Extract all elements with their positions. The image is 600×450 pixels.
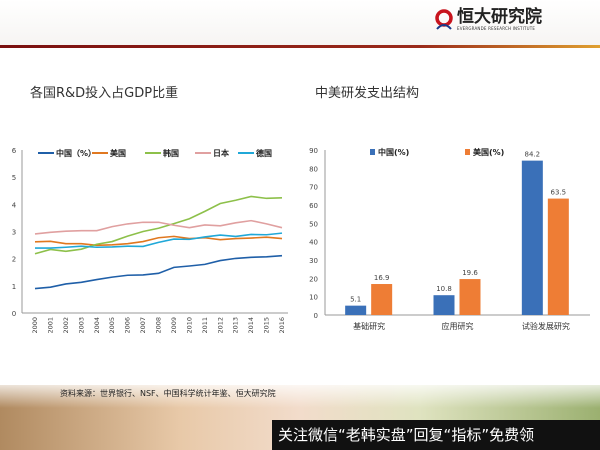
y-tick-label: 70 bbox=[309, 184, 318, 192]
source-note: 资料来源：世界银行、NSF、中国科学统计年鉴、恒大研究院 bbox=[60, 389, 276, 398]
x-tick-label: 2005 bbox=[108, 317, 116, 334]
series-line-3 bbox=[34, 219, 283, 235]
logo-subtitle: EVERGRANDE RESEARCH INSTITUTE bbox=[457, 26, 536, 31]
bar-value-label: 5.1 bbox=[350, 296, 361, 304]
x-tick-label: 2004 bbox=[93, 317, 101, 334]
x-tick-label: 2011 bbox=[201, 317, 209, 334]
y-tick-label: 1 bbox=[12, 283, 16, 291]
y-tick-label: 5 bbox=[12, 174, 16, 182]
y-tick-label: 0 bbox=[314, 312, 318, 320]
x-tick-label: 2000 bbox=[31, 317, 39, 334]
x-tick-label: 2006 bbox=[124, 317, 132, 334]
footer-fade bbox=[0, 378, 600, 408]
legend-swatch bbox=[370, 149, 375, 155]
bar-0-1 bbox=[433, 295, 455, 315]
bar-value-label: 84.2 bbox=[525, 151, 541, 159]
x-tick-label: 2008 bbox=[155, 317, 163, 334]
x-category-label: 基础研究 bbox=[353, 321, 385, 331]
y-tick-label: 6 bbox=[12, 147, 17, 155]
logo-text: 恒大研究院 bbox=[457, 7, 542, 27]
y-tick-label: 20 bbox=[309, 275, 318, 283]
x-tick-label: 2014 bbox=[247, 317, 255, 334]
y-tick-label: 40 bbox=[309, 239, 318, 247]
legend-label: 中国（%） bbox=[56, 148, 96, 158]
x-tick-label: 2002 bbox=[62, 317, 70, 334]
logo: 恒大研究院 EVERGRANDE RESEARCH INSTITUTE bbox=[435, 8, 542, 31]
left-chart-title: 各国R&D投入占GDP比重 bbox=[30, 86, 179, 101]
legend-label: 美国 bbox=[110, 148, 126, 158]
legend-label: 韩国 bbox=[163, 148, 179, 158]
bar-value-label: 16.9 bbox=[374, 274, 390, 282]
bar-0-2 bbox=[521, 160, 543, 315]
logo-icon bbox=[435, 8, 453, 30]
x-tick-label: 2015 bbox=[263, 317, 271, 334]
x-category-label: 试验发展研究 bbox=[522, 321, 570, 331]
header-divider bbox=[0, 45, 600, 48]
y-tick-label: 50 bbox=[309, 220, 318, 228]
x-category-label: 应用研究 bbox=[442, 321, 474, 331]
y-tick-label: 80 bbox=[309, 165, 318, 173]
y-tick-label: 60 bbox=[309, 202, 318, 210]
series-line-0 bbox=[34, 254, 283, 290]
x-tick-label: 2012 bbox=[216, 317, 224, 334]
x-tick-label: 2007 bbox=[139, 317, 147, 334]
legend-label: 中国(%) bbox=[378, 147, 409, 157]
bar-1-2 bbox=[547, 198, 569, 315]
header bbox=[0, 0, 600, 47]
y-tick-label: 90 bbox=[309, 147, 318, 155]
legend-swatch bbox=[465, 149, 470, 155]
bar-value-label: 19.6 bbox=[462, 269, 478, 277]
y-tick-label: 0 bbox=[12, 310, 16, 318]
bar-value-label: 63.5 bbox=[551, 189, 567, 197]
bar-0-0 bbox=[345, 305, 367, 315]
bar-chart: 0 10 20 30 40 50 60 70 80 90 基础研究 5.1 16.9 应用研究 10.8 19… bbox=[309, 147, 590, 331]
x-tick-label: 2009 bbox=[170, 317, 178, 334]
bar-value-label: 10.8 bbox=[436, 285, 452, 293]
y-tick-label: 10 bbox=[309, 294, 318, 302]
x-tick-label: 2010 bbox=[185, 317, 193, 334]
y-tick-label: 2 bbox=[12, 256, 16, 264]
legend-label: 美国(%) bbox=[473, 147, 504, 157]
x-tick-label: 2001 bbox=[46, 317, 54, 334]
watermark-banner: 关注微信“老韩实盘”回复“指标”免费领 bbox=[272, 420, 600, 450]
y-tick-label: 4 bbox=[12, 201, 17, 209]
legend-label: 日本 bbox=[213, 148, 229, 158]
series-line-4 bbox=[35, 232, 283, 249]
bar-1-0 bbox=[371, 284, 393, 315]
series-line-2 bbox=[34, 195, 283, 255]
y-tick-label: 30 bbox=[309, 257, 318, 265]
series-line-1 bbox=[34, 235, 283, 247]
legend-label: 德国 bbox=[256, 148, 272, 158]
x-tick-label: 2016 bbox=[278, 317, 286, 334]
bar-1-1 bbox=[459, 279, 481, 315]
x-tick-label: 2003 bbox=[77, 317, 85, 334]
right-chart-title: 中美研发支出结构 bbox=[315, 86, 420, 101]
line-chart: 0 1 2 3 4 5 6 2000 2001 2002 2003 2004 2005 2006 2007 2… bbox=[12, 147, 288, 334]
y-tick-label: 3 bbox=[12, 229, 16, 237]
x-tick-label: 2013 bbox=[232, 317, 240, 334]
